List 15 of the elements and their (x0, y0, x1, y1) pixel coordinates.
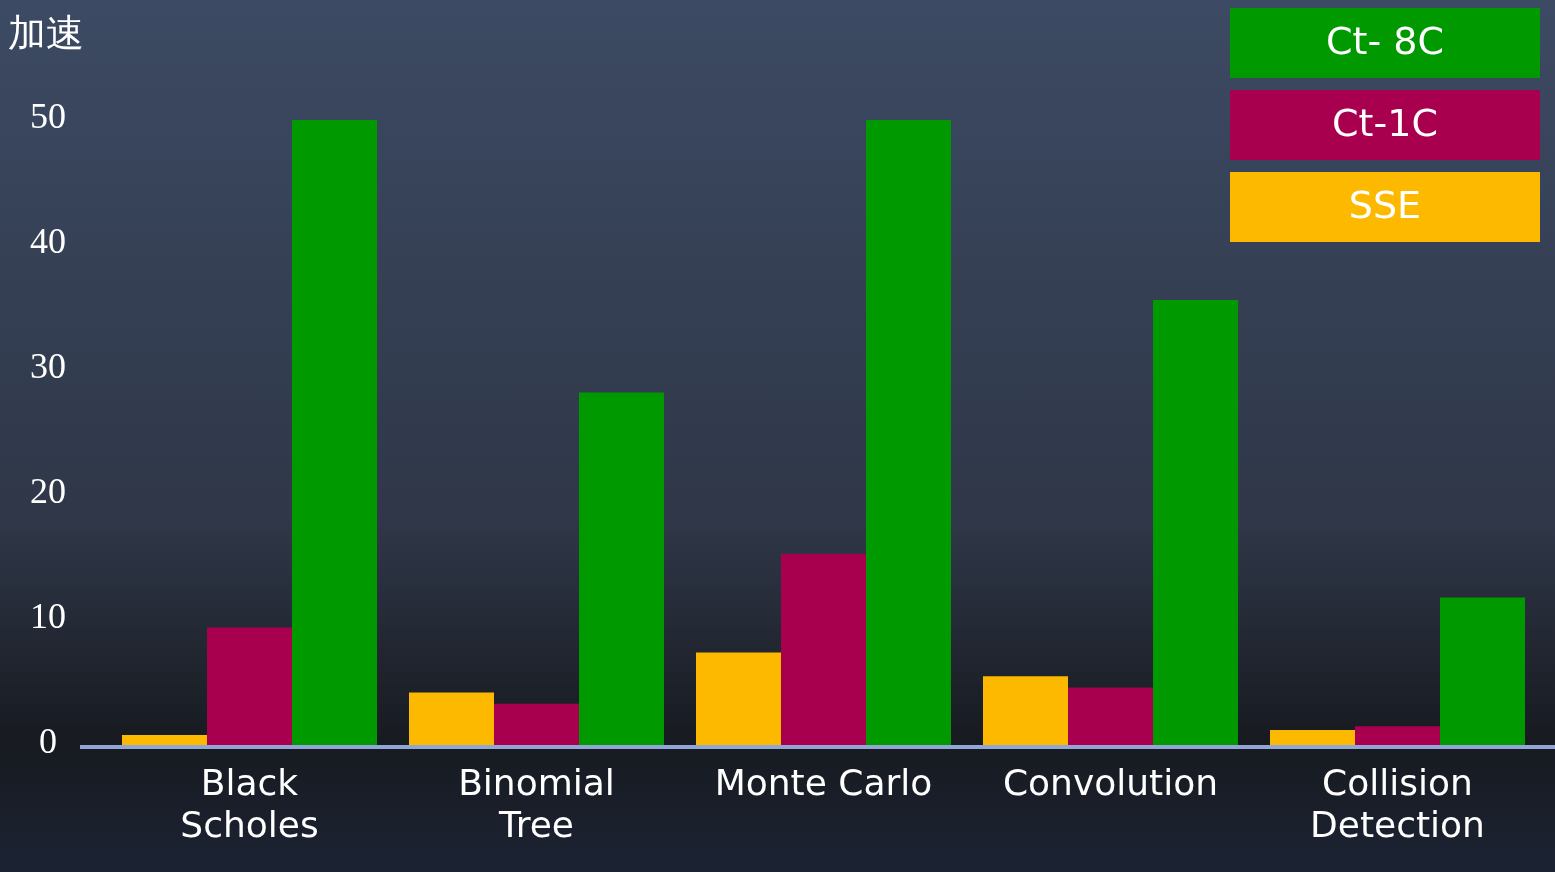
y-tick-label: 10 (30, 596, 66, 637)
y-tick-label: 30 (30, 346, 66, 387)
x-tick-label: Collision Detection (1310, 762, 1485, 845)
text: SSE (1348, 182, 1422, 227)
y-tick-label: 50 (30, 96, 66, 137)
x-tick-label: Convolution (1002, 762, 1219, 803)
x-tick-label: Binomial Tree (458, 762, 615, 845)
y-tick-label: 20 (30, 471, 66, 512)
y-axis-title: 加速 (8, 12, 84, 54)
x-tick-label: Black Scholes (180, 762, 319, 845)
y-tick-label: 40 (30, 221, 66, 262)
x-tick-label: Monte Carlo (714, 762, 933, 803)
text: Ct- 8C (1326, 18, 1444, 63)
y-tick-label: 0 (39, 721, 57, 762)
text: Ct-1C (1332, 100, 1438, 145)
